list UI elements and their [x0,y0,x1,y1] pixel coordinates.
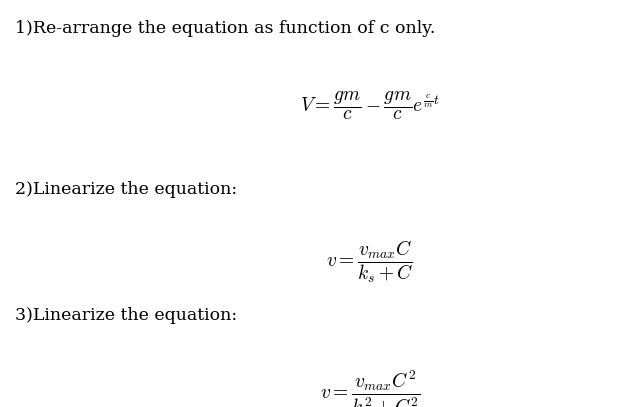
Text: $v = \dfrac{v_{max}C}{k_s + C}$: $v = \dfrac{v_{max}C}{k_s + C}$ [326,238,414,285]
Text: $v = \dfrac{v_{max}C^2}{k_s^2 + C^2}$: $v = \dfrac{v_{max}C^2}{k_s^2 + C^2}$ [320,368,420,407]
Text: $V = \dfrac{gm}{c} - \dfrac{gm}{c}e^{\frac{c}{m}t}$: $V = \dfrac{gm}{c} - \dfrac{gm}{c}e^{\fr… [300,90,440,122]
Text: 2)Linearize the equation:: 2)Linearize the equation: [15,181,238,198]
Text: 3)Linearize the equation:: 3)Linearize the equation: [15,307,238,324]
Text: 1)Re-arrange the equation as function of c only.: 1)Re-arrange the equation as function of… [15,20,436,37]
